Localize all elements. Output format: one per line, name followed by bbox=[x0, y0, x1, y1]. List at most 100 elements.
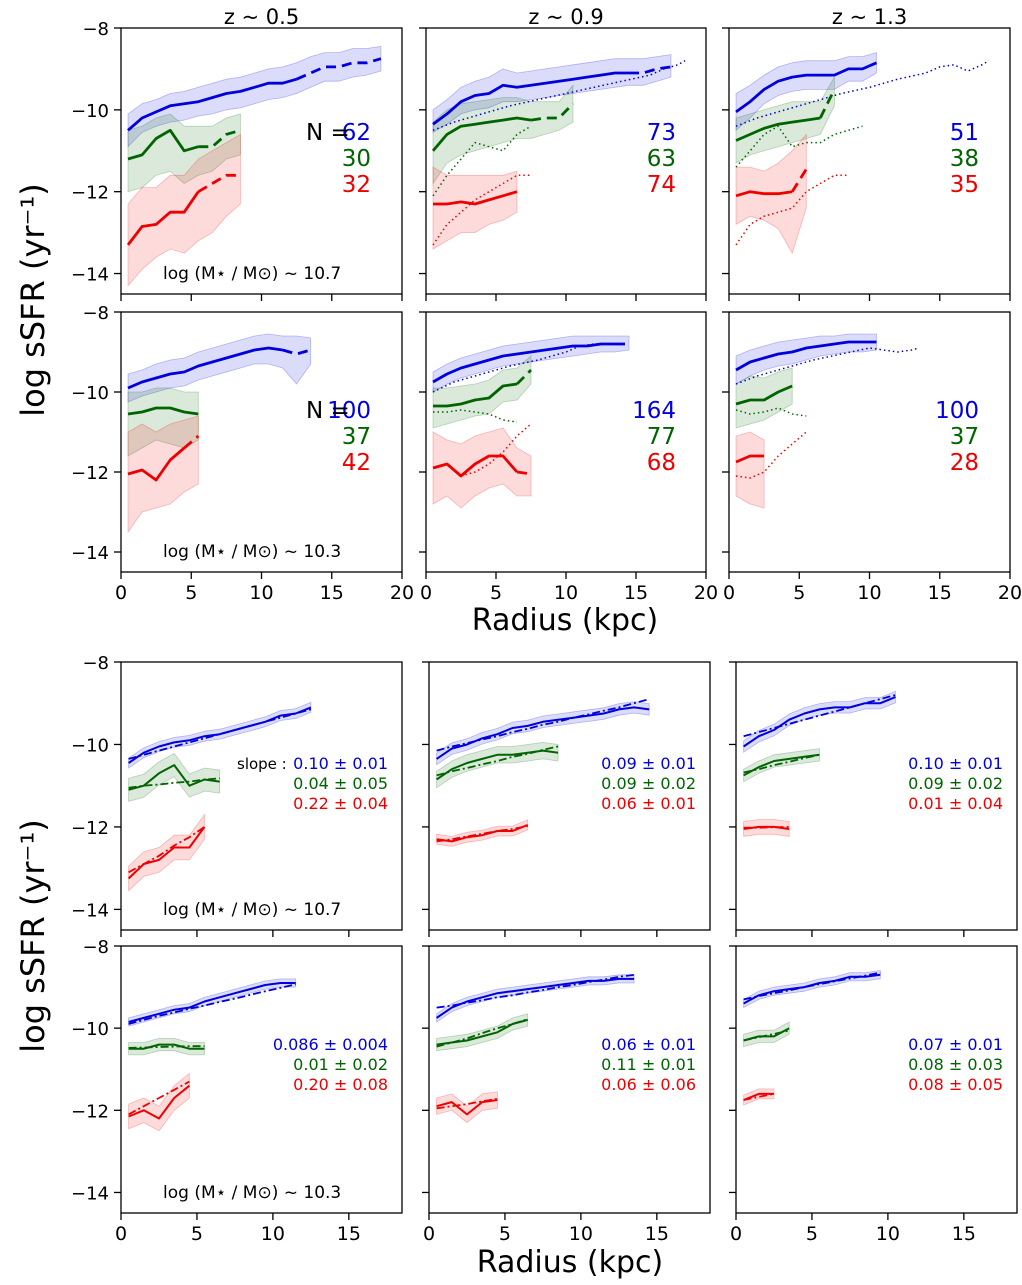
line-red bbox=[735, 454, 765, 464]
panel-f2-2: 0.09 ± 0.010.09 ± 0.020.06 ± 0.01 bbox=[422, 661, 711, 937]
band-green bbox=[432, 355, 532, 429]
x-axis-label: Radius (kpc) bbox=[472, 603, 658, 638]
line-green bbox=[433, 382, 518, 408]
x-tick-label: 0 bbox=[730, 1223, 742, 1245]
dotted-line-green bbox=[432, 125, 532, 197]
slope-red: 0.22 ± 0.04 bbox=[293, 794, 388, 813]
dotted-line-green bbox=[433, 409, 518, 423]
x-tick-label: 0 bbox=[423, 1223, 435, 1245]
axes-frame bbox=[428, 945, 711, 1214]
y-axis-label: log sSFR (yr⁻¹) bbox=[14, 819, 52, 1053]
band-green bbox=[743, 1021, 790, 1048]
band-green bbox=[743, 748, 820, 783]
line-dashed-green bbox=[198, 128, 241, 149]
line-red bbox=[743, 1092, 774, 1101]
x-tick-label: 20 bbox=[998, 582, 1022, 604]
mass-label: log (M⋆ / M⊙) ~ 10.3 bbox=[163, 542, 341, 562]
y-tick-label: −12 bbox=[71, 183, 109, 204]
fit-line-blue bbox=[743, 694, 896, 738]
line-blue bbox=[127, 77, 297, 132]
y-tick-label: −10 bbox=[71, 383, 109, 404]
line-red bbox=[735, 190, 793, 198]
band-green bbox=[128, 752, 221, 802]
slope-green: 0.08 ± 0.03 bbox=[908, 1055, 1003, 1074]
y-axis-label: log sSFR (yr⁻¹) bbox=[14, 183, 52, 417]
mass-label: log (M⋆ / M⊙) ~ 10.7 bbox=[163, 264, 341, 284]
x-tick-label: 5 bbox=[185, 582, 197, 604]
line-dashed-blue bbox=[629, 65, 672, 75]
axes-frame bbox=[735, 945, 1018, 1214]
fit-line-green bbox=[743, 753, 820, 774]
band-red bbox=[735, 431, 765, 509]
slope-blue: 0.06 ± 0.01 bbox=[601, 1035, 696, 1054]
fit-line-green bbox=[128, 1045, 205, 1049]
count-green: 63 bbox=[647, 146, 676, 172]
dotted-line-red bbox=[460, 423, 532, 477]
band-blue bbox=[735, 333, 877, 385]
x-tick-label: 15 bbox=[952, 1223, 976, 1245]
band-green bbox=[432, 84, 574, 185]
panel-f2-3: 0.10 ± 0.010.09 ± 0.020.01 ± 0.04 bbox=[729, 661, 1018, 937]
dotted-line-blue bbox=[432, 343, 608, 393]
line-blue bbox=[127, 346, 283, 390]
x-tick-label: 10 bbox=[876, 1223, 900, 1245]
fit-line-blue bbox=[743, 971, 881, 1001]
y-tick-label: −14 bbox=[71, 900, 109, 921]
count-green: 38 bbox=[950, 146, 979, 172]
line-dashed-blue bbox=[282, 348, 312, 356]
line-dashed-red bbox=[197, 173, 241, 193]
dotted-line-blue bbox=[735, 347, 919, 385]
x-tick-label: 15 bbox=[320, 582, 344, 604]
count-blue: 62 bbox=[342, 120, 371, 146]
line-green bbox=[128, 1043, 205, 1050]
panel-f2-5: 0 5 10 15 0.06 ± 0.010.11 ± 0.010.06 ± 0.06 bbox=[422, 945, 711, 1245]
count-red: 68 bbox=[647, 450, 676, 476]
line-red bbox=[436, 1099, 498, 1116]
y-tick-label: −10 bbox=[71, 735, 109, 756]
fit-line-red bbox=[436, 1097, 498, 1110]
count-blue: 100 bbox=[327, 398, 371, 424]
slope-green: 0.04 ± 0.05 bbox=[293, 774, 388, 793]
line-green bbox=[127, 128, 199, 161]
fit-line-blue bbox=[128, 983, 296, 1025]
count-red: 32 bbox=[342, 172, 371, 198]
fit-line-red bbox=[743, 1093, 775, 1101]
line-dashed-red bbox=[516, 470, 532, 476]
mass-label: log (M⋆ / M⊙) ~ 10.7 bbox=[163, 900, 341, 920]
axes-frame bbox=[120, 661, 403, 931]
slope-blue: 0.10 ± 0.01 bbox=[908, 754, 1003, 773]
band-blue bbox=[436, 701, 650, 766]
line-green bbox=[735, 384, 793, 406]
line-dashed-green bbox=[819, 88, 836, 119]
slope-green: 0.01 ± 0.02 bbox=[293, 1055, 388, 1074]
y-tick-label: −14 bbox=[71, 265, 109, 286]
count-red: 74 bbox=[647, 172, 676, 198]
band-blue bbox=[127, 333, 312, 403]
y-tick-label: −14 bbox=[71, 543, 109, 564]
band-blue bbox=[743, 970, 881, 1009]
x-axis-label: Radius (kpc) bbox=[477, 1245, 663, 1280]
count-blue: 51 bbox=[950, 120, 979, 146]
line-dashed-green bbox=[516, 369, 532, 385]
x-tick-label: 0 bbox=[723, 582, 735, 604]
line-red bbox=[127, 446, 186, 482]
count-blue: 100 bbox=[935, 398, 979, 424]
slope-label: slope : bbox=[237, 755, 287, 773]
band-red bbox=[743, 1088, 775, 1106]
x-tick-label: 15 bbox=[645, 1223, 669, 1245]
fit-line-red bbox=[743, 826, 790, 829]
count-red: 35 bbox=[950, 172, 979, 198]
fit-line-blue bbox=[436, 698, 650, 752]
band-green bbox=[436, 741, 559, 789]
slope-green: 0.11 ± 0.01 bbox=[601, 1055, 696, 1074]
slope-blue: 0.086 ± 0.004 bbox=[273, 1035, 388, 1054]
x-tick-label: 5 bbox=[793, 582, 805, 604]
band-red bbox=[432, 166, 518, 250]
